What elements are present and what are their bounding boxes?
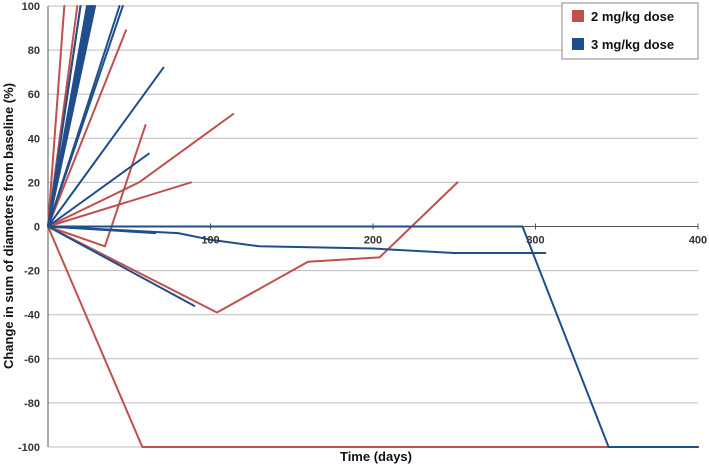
series-line xyxy=(47,152,150,228)
y-tick-label: -80 xyxy=(24,398,40,410)
y-tick-label: 0 xyxy=(34,222,40,234)
series-line xyxy=(47,5,66,228)
x-axis-title: Time (days) xyxy=(340,449,412,464)
series-line xyxy=(47,66,165,228)
legend-swatch-3mg xyxy=(572,38,584,50)
series-line xyxy=(47,5,97,228)
x-tick-label: 200 xyxy=(364,235,382,247)
y-tick-label: 40 xyxy=(28,133,40,145)
series-line xyxy=(47,29,127,228)
y-tick-label: 20 xyxy=(28,177,40,189)
y-tick-label: -20 xyxy=(24,266,40,278)
x-tick-label: 100 xyxy=(201,235,219,247)
series-line xyxy=(47,225,196,307)
x-tick-labels: 100 200 300 400 xyxy=(201,235,707,247)
series-line xyxy=(47,113,235,228)
series-line xyxy=(47,225,547,254)
y-tick-label: 60 xyxy=(28,89,40,101)
legend-box xyxy=(561,2,699,60)
y-tick-label: -60 xyxy=(24,354,40,366)
legend-label-2mg: 2 mg/kg dose xyxy=(591,9,674,24)
y-tick-label: 100 xyxy=(22,1,40,13)
y-tick-label: -100 xyxy=(18,442,40,454)
legend-swatch-2mg xyxy=(572,10,584,22)
series-line xyxy=(47,181,192,228)
series-line xyxy=(47,225,699,448)
x-tick-label: 300 xyxy=(526,235,544,247)
series-line xyxy=(47,5,124,228)
legend: 2 mg/kg dose 3 mg/kg dose xyxy=(561,2,699,60)
y-tick-label: -40 xyxy=(24,310,40,322)
series-lines xyxy=(47,5,699,448)
series-line xyxy=(47,225,699,448)
series-line xyxy=(47,181,459,314)
x-tick-label: 400 xyxy=(689,235,707,247)
legend-label-3mg: 3 mg/kg dose xyxy=(591,37,674,52)
y-tick-labels: 100 80 60 40 20 0 -20 -40 -60 -80 -100 xyxy=(18,1,40,454)
y-axis-title: Change in sum of diameters from baseline… xyxy=(1,83,16,369)
series-line xyxy=(47,5,82,228)
y-tick-label: 80 xyxy=(28,45,40,57)
